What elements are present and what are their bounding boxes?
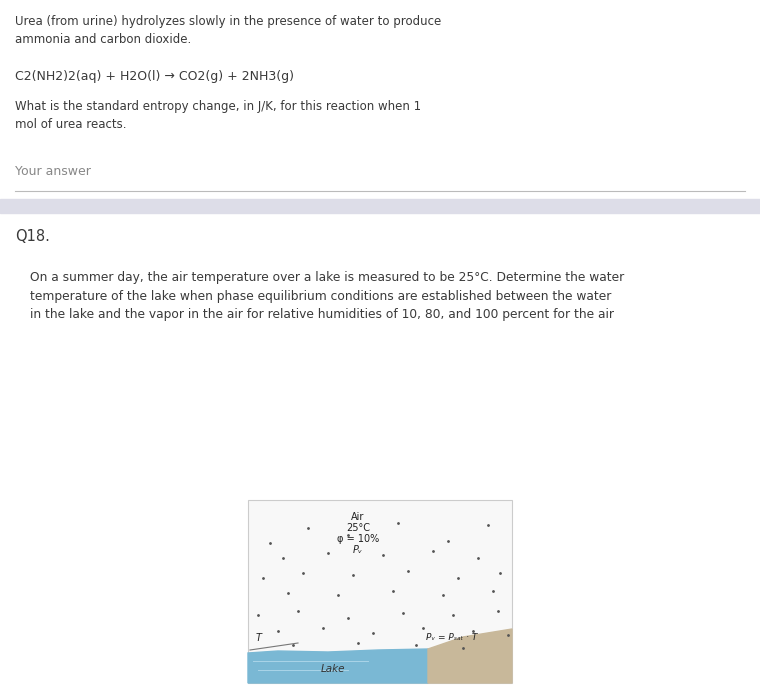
Polygon shape <box>428 629 512 683</box>
Bar <box>0 199 760 213</box>
Text: C2(NH2)2(aq) + H2O(l) → CO2(g) + 2NH3(g): C2(NH2)2(aq) + H2O(l) → CO2(g) + 2NH3(g) <box>15 70 294 83</box>
Text: On a summer day, the air temperature over a lake is measured to be 25°C. Determi: On a summer day, the air temperature ove… <box>30 271 624 321</box>
Text: Urea (from urine) hydrolyzes slowly in the presence of water to produce
ammonia : Urea (from urine) hydrolyzes slowly in t… <box>15 15 442 46</box>
Polygon shape <box>248 649 428 683</box>
Text: What is the standard entropy change, in J/K, for this reaction when 1
mol of ure: What is the standard entropy change, in … <box>15 100 421 131</box>
Text: Lake: Lake <box>321 664 345 674</box>
Text: Pᵥ = Pₛₐₜ · T: Pᵥ = Pₛₐₜ · T <box>426 633 477 642</box>
Text: T: T <box>256 633 262 643</box>
Bar <box>248 500 512 683</box>
Text: Q18.: Q18. <box>15 229 50 244</box>
Text: Your answer: Your answer <box>15 165 91 178</box>
Text: φ = 10%: φ = 10% <box>337 534 379 544</box>
Text: Pᵥ: Pᵥ <box>353 545 363 555</box>
Text: 25°C: 25°C <box>346 523 370 533</box>
Text: Air: Air <box>351 512 365 522</box>
